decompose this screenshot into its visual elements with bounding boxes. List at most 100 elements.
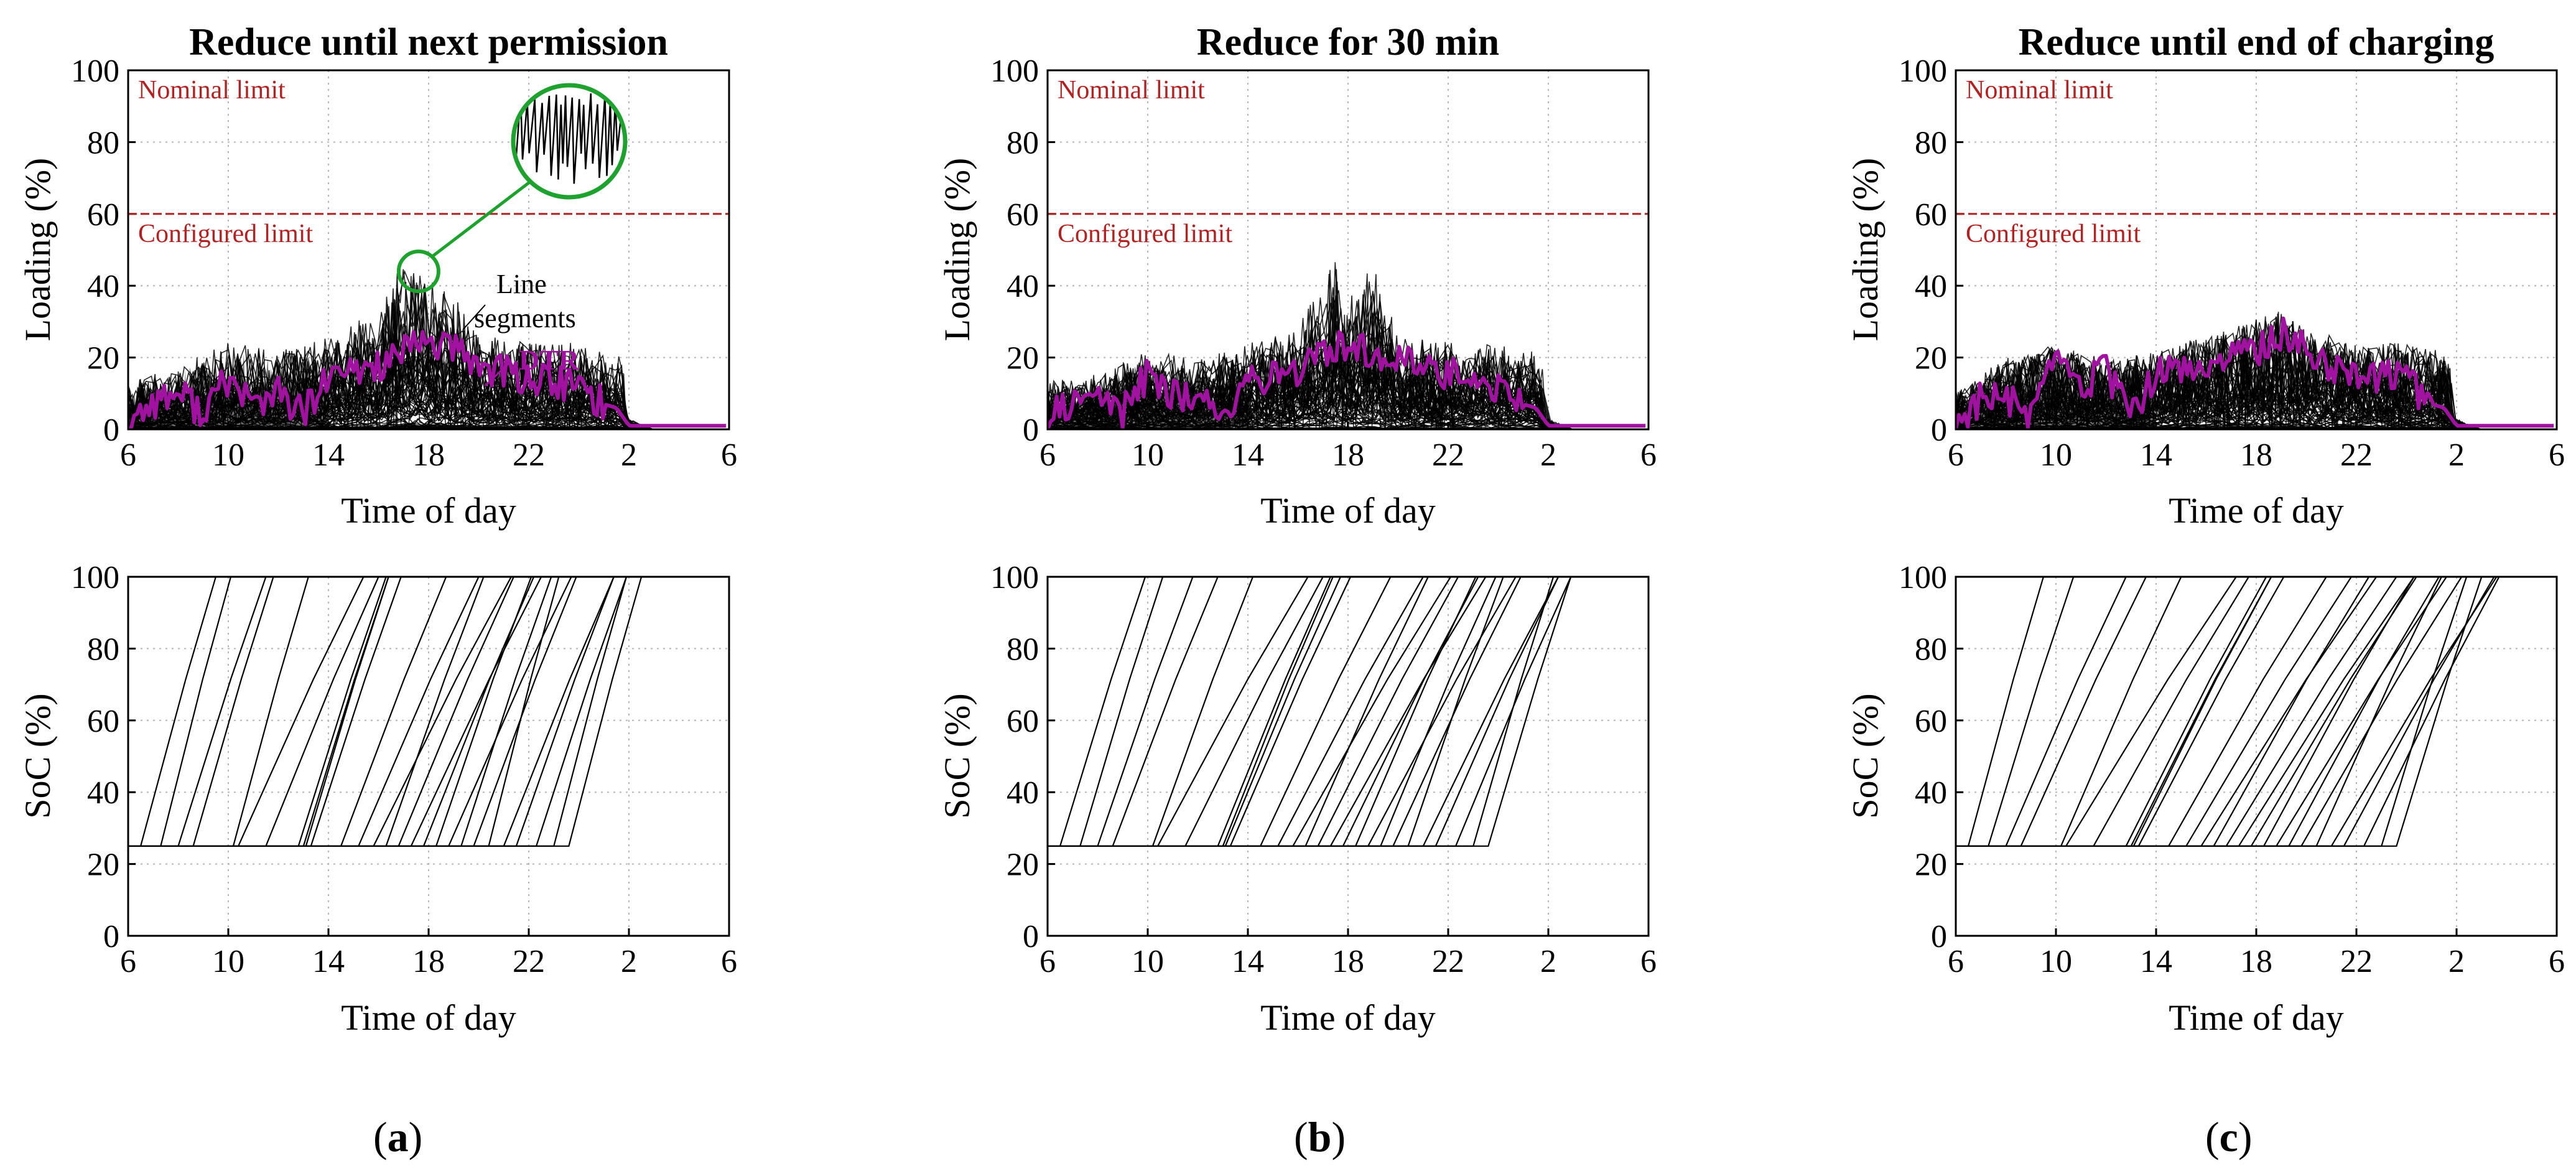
x-tick-label: 6 [1039,944,1056,979]
x-tick-label: 2 [621,437,637,473]
zoom-content [513,93,625,184]
y-tick-label: 80 [1915,125,1947,161]
x-tick-label: 6 [721,944,737,979]
chart-a-soc: SoC (%) Time of day 6 10 14 18 22 2 6020406080… [17,560,737,1038]
x-tick-label: 14 [2140,437,2172,473]
y-tick-label: 20 [1915,341,1947,376]
x-tick-label: 6 [2549,437,2565,473]
dtr-line [128,330,727,429]
zoom-connector [431,179,533,258]
y-tick-label: 0 [1023,919,1039,954]
x-axis-label: Time of day [2169,997,2343,1038]
configured-limit-label: Configured limit [138,220,313,248]
x-tick-label: 14 [1232,437,1264,473]
y-tick-label: 100 [1899,54,1947,89]
chart-a-loading: Reduce until next permission Loading (%)… [17,21,737,531]
plot-area [1046,576,1650,937]
x-tick-label: 22 [513,437,545,473]
soc-line [128,577,729,847]
nominal-limit-label: Nominal limit [138,76,286,105]
x-tick-label: 6 [1948,437,1964,473]
plot-marks [1956,577,2557,847]
panel-label-b: (b) [1294,1113,1346,1160]
x-tick-label: 2 [621,944,637,979]
plot-frame [1955,69,2558,431]
plot-frame [1955,576,2558,937]
x-tick-label: 18 [1332,944,1364,979]
chart-c-loading: Reduce until end of charging Loading (%)… [1845,21,2565,531]
line-segments-label-line1: Line [496,269,547,299]
zoom-circle [511,83,628,200]
y-axis-label: SoC (%) [17,693,58,818]
y-tick-label: 40 [1915,269,1947,304]
dtr-label: DTR [519,344,580,376]
y-axis-label: Loading (%) [17,158,58,342]
x-tick-label: 10 [1132,944,1164,979]
x-tick-label: 18 [2240,944,2272,979]
line-segment [1956,332,2480,429]
plot-frame [127,69,730,431]
x-tick-label: 6 [120,944,136,979]
y-tick-label: 60 [87,197,119,233]
x-tick-label: 6 [120,437,136,473]
y-tick-label: 60 [1007,704,1039,739]
plot-area [1955,576,2558,937]
x-tick-label: 22 [2340,437,2373,473]
y-axis-label: SoC (%) [1845,693,1886,818]
y-tick-label: 80 [1915,632,1947,667]
zoom-source-circle [396,250,440,294]
x-tick-label: 14 [312,944,345,979]
annotations [396,83,628,387]
y-tick-label: 20 [87,341,119,376]
chart-title: Reduce until end of charging [2019,21,2495,63]
x-tick-label: 18 [1332,437,1364,473]
chart-title: Reduce until next permission [189,21,668,63]
zoom-trace [513,93,625,184]
x-tick-label: 10 [212,437,244,473]
y-tick-label: 20 [87,847,119,883]
y-axis-label: Loading (%) [1845,158,1886,342]
x-tick-label: 10 [212,944,244,979]
dtr-line [1956,316,2554,429]
y-tick-label: 0 [103,919,119,954]
y-tick-label: 100 [990,560,1039,595]
x-axis-label: Time of day [1260,997,1435,1038]
x-tick-label: 6 [721,437,737,473]
x-tick-label: 6 [1948,944,1964,979]
configured-limit-label: Configured limit [1966,220,2141,248]
y-tick-label: 20 [1007,847,1039,883]
x-axis-label: Time of day [2169,490,2343,531]
x-tick-label: 6 [1640,944,1657,979]
x-tick-label: 2 [1540,437,1556,473]
x-tick-label: 18 [412,437,445,473]
y-tick-label: 60 [1915,197,1947,233]
configured-limit-label: Configured limit [1058,220,1232,248]
x-tick-label: 14 [2140,944,2172,979]
y-tick-label: 20 [1915,847,1947,883]
dtr-pointer [484,360,513,387]
plot-marks [1048,577,1648,847]
x-axis-label: Time of day [1260,490,1435,531]
y-tick-label: 40 [87,775,119,811]
line-segments-dense [1956,352,2156,429]
x-tick-label: 6 [1039,437,1056,473]
soc-line [1956,577,2557,847]
chart-b-soc: SoC (%) Time of day 6 10 14 18 22 2 6020406080… [937,560,1657,1038]
nominal-limit-label: Nominal limit [1966,76,2113,105]
plot-marks [128,577,729,847]
y-tick-label: 40 [87,269,119,304]
y-tick-label: 40 [1007,775,1039,811]
x-tick-label: 14 [312,437,345,473]
plot-frame [1046,576,1650,937]
soc-line [1048,577,1648,847]
dtr-line [1048,330,1646,429]
x-tick-label: 2 [2448,944,2465,979]
plot-area [127,576,730,937]
y-tick-label: 60 [1915,704,1947,739]
y-axis-label: Loading (%) [937,158,977,342]
y-tick-label: 0 [1931,413,1947,448]
y-tick-label: 0 [103,413,119,448]
x-tick-label: 10 [1132,437,1164,473]
chart-title: Reduce for 30 min [1197,21,1499,63]
y-tick-label: 40 [1915,775,1947,811]
